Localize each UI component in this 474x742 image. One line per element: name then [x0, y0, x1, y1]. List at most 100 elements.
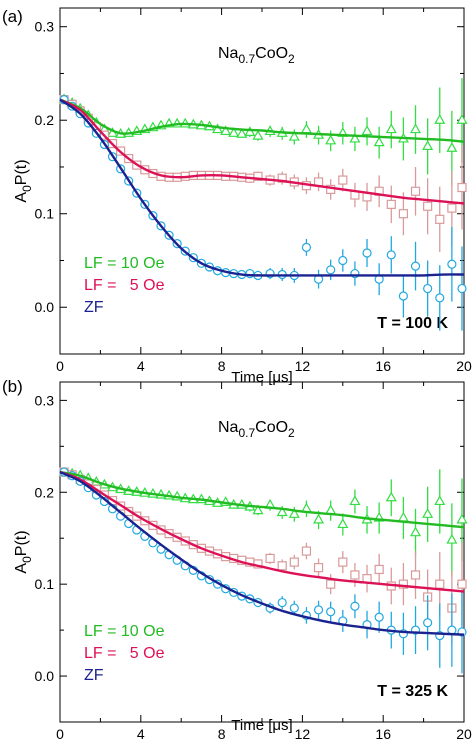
data-point	[410, 186, 421, 196]
temperature-label: T = 100 K	[377, 315, 448, 332]
panel-label: (a)	[2, 7, 23, 26]
data-point	[276, 506, 288, 517]
data-point	[410, 570, 421, 580]
y-axis-label-rest: P(t)	[13, 530, 30, 556]
data-point	[398, 209, 408, 219]
data-point	[289, 603, 299, 613]
fit-line-zf	[59, 98, 465, 277]
y-axis-label-base: A	[13, 192, 30, 203]
data-point	[253, 171, 263, 181]
x-tick-label: 20	[456, 726, 472, 742]
fit-line-lf5	[59, 470, 465, 593]
data-point	[313, 563, 324, 573]
data-point	[434, 113, 446, 124]
y-tick-label: 0.0	[35, 299, 55, 315]
data-point	[374, 612, 384, 622]
data-point	[326, 607, 336, 617]
legend-entry-lf5: LF = 5 Oe	[84, 277, 165, 294]
x-tick-label: 4	[137, 358, 145, 374]
data-point	[456, 113, 468, 124]
data-point	[423, 283, 433, 294]
x-tick-label: 20	[456, 358, 472, 374]
data-point	[457, 283, 467, 294]
data-point	[277, 597, 287, 608]
y-axis-label-sub: 0	[20, 556, 34, 563]
data-point	[326, 579, 336, 589]
data-point	[350, 570, 360, 580]
x-axis-label: Time [μs]	[231, 717, 292, 734]
legend-entry-lf10: LF = 10 Oe	[84, 255, 165, 272]
fit-line-lf10	[59, 98, 465, 143]
data-point	[313, 513, 325, 524]
data-point	[422, 140, 434, 150]
legend-entry-lf5: LF = 5 Oe	[84, 645, 165, 662]
data-point	[409, 123, 422, 134]
data-point	[435, 579, 445, 589]
data-point	[397, 511, 409, 522]
data-point	[447, 203, 457, 213]
sample-label-sub2: 2	[288, 426, 295, 440]
y-tick-label: 0.3	[35, 392, 55, 408]
x-tick-label: 8	[218, 358, 226, 374]
sample-label: Na0.7CoO2	[218, 419, 295, 440]
series-lf5	[59, 95, 467, 253]
x-tick-label: 16	[375, 726, 391, 742]
x-tick-label: 8	[218, 726, 226, 742]
data-point	[244, 126, 256, 136]
legend-entry-lf10: LF = 10 Oe	[84, 623, 165, 640]
fit-line-lf5	[59, 98, 465, 205]
y-tick-label: 0.3	[35, 19, 55, 35]
panel-label: (b)	[2, 377, 23, 396]
sample-label-mid: CoO	[255, 45, 288, 62]
data-point	[398, 291, 408, 301]
data-point	[289, 557, 299, 567]
data-point	[313, 605, 324, 615]
data-point	[362, 248, 372, 258]
data-point	[349, 495, 361, 506]
data-point	[373, 136, 385, 147]
data-point	[288, 130, 300, 141]
data-point	[338, 557, 348, 567]
y-tick-label: 0.1	[35, 576, 55, 592]
data-point	[456, 513, 468, 524]
data-point	[446, 142, 458, 152]
data-point	[220, 125, 232, 136]
data-point	[457, 182, 467, 193]
x-tick-label: 12	[295, 358, 311, 374]
data-point	[301, 546, 312, 556]
data-point	[447, 259, 457, 269]
data-point	[422, 508, 434, 518]
data-point	[301, 242, 312, 252]
data-point	[386, 199, 396, 209]
sample-label: Na0.7CoO2	[218, 45, 295, 66]
data-point	[350, 601, 360, 611]
legend-entry-zf: ZF	[84, 299, 104, 316]
series-zf	[59, 467, 467, 674]
data-point	[435, 214, 445, 224]
fit-line-lf10	[59, 470, 465, 529]
data-point	[457, 579, 467, 589]
y-tick-label: 0.0	[35, 668, 55, 684]
sample-label-base: Na	[218, 45, 239, 62]
data-point	[300, 123, 312, 134]
data-point	[252, 129, 264, 140]
data-point	[338, 255, 348, 266]
x-tick-label: 12	[295, 726, 311, 742]
y-tick-label: 0.2	[35, 112, 55, 128]
data-point	[385, 491, 397, 502]
x-tick-label: 4	[137, 726, 145, 742]
sample-label-base: Na	[218, 419, 239, 436]
y-axis-label-base: A	[13, 563, 30, 574]
sample-label-sub: 0.7	[238, 52, 255, 66]
data-point	[277, 561, 287, 571]
data-point	[423, 201, 433, 211]
data-point	[398, 579, 408, 589]
legend-entry-zf: ZF	[84, 667, 104, 684]
y-axis-label: A0P(t)	[13, 530, 34, 573]
data-point	[349, 132, 361, 143]
series-lf5	[59, 467, 467, 645]
data-point	[410, 261, 421, 271]
fit-line-zf	[59, 470, 465, 636]
data-point	[325, 134, 337, 145]
